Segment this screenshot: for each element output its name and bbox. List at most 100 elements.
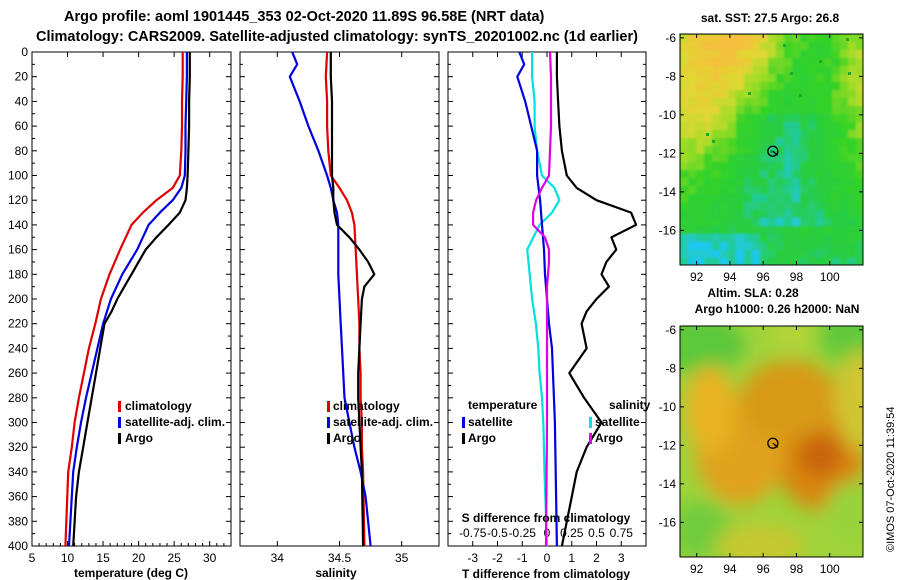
sst-cell [856, 66, 863, 75]
sst-cell [728, 34, 737, 43]
sst-cell [696, 178, 705, 187]
sst-cell [760, 210, 769, 219]
sst-cell [696, 250, 705, 259]
sst-cell [816, 82, 825, 91]
sst-cell [768, 138, 777, 147]
sst-cell [712, 98, 721, 107]
sst-cell [840, 42, 849, 51]
sst-cell [808, 218, 817, 227]
legend-swatch-satellite-adj [327, 417, 330, 428]
sst-cell [768, 162, 777, 171]
sst-cell [688, 138, 697, 147]
sst-cell [840, 106, 849, 115]
sst-cell [856, 194, 863, 203]
sst-cell [784, 130, 793, 139]
sst-cell [800, 114, 809, 123]
y-tick-label: 120 [8, 193, 28, 207]
sst-cell [808, 122, 817, 131]
sst-cell [696, 170, 705, 179]
sst-cell [744, 162, 753, 171]
x-tick-label: 5 [29, 551, 36, 565]
sla-field-blob [740, 360, 840, 440]
sst-cell [680, 58, 689, 67]
sst-cell [824, 250, 833, 259]
lat-tick-label: -14 [659, 185, 677, 199]
sst-cell [856, 82, 863, 91]
sst-cell [736, 90, 745, 99]
sst-cell [680, 218, 689, 227]
sst-cell [728, 90, 737, 99]
sst-cell [680, 98, 689, 107]
sst-cell [776, 178, 785, 187]
y-tick-label: 220 [8, 317, 28, 331]
sst-cell [688, 178, 697, 187]
sst-cell [776, 210, 785, 219]
sst-cell [792, 130, 801, 139]
sst-cell [832, 82, 841, 91]
sst-cell [728, 162, 737, 171]
sst-cell [704, 258, 713, 265]
sst-cell [832, 98, 841, 107]
x-tick-label: 25 [167, 551, 181, 565]
sst-cell [680, 162, 689, 171]
argo-drift-line [772, 442, 779, 448]
sst-cell [760, 250, 769, 259]
sst-cell [800, 242, 809, 251]
sst-cell [712, 90, 721, 99]
sst-cell [848, 114, 857, 123]
sst-cell [752, 154, 761, 163]
x-tick-label: 1 [568, 551, 575, 565]
sst-cell [712, 74, 721, 83]
sst-cell [720, 226, 729, 235]
sst-cell [784, 146, 793, 155]
legend-label-climatology: climatology [333, 399, 400, 413]
sst-cell [744, 210, 753, 219]
sst-cell [784, 74, 793, 83]
sst-cell [688, 114, 697, 123]
sst-speck [846, 38, 849, 41]
sst-cell [776, 242, 785, 251]
sst-cell [816, 250, 825, 259]
sst-cell [688, 194, 697, 203]
sst-cell [744, 114, 753, 123]
sst-cell [824, 98, 833, 107]
sst-cell [832, 146, 841, 155]
sst-cell [824, 82, 833, 91]
sst-cell [784, 202, 793, 211]
sst-cell [856, 202, 863, 211]
sst-cell [808, 154, 817, 163]
sst-cell [800, 202, 809, 211]
sst-cell [696, 66, 705, 75]
sst-cell [736, 170, 745, 179]
sst-cell [832, 138, 841, 147]
sst-cell [832, 202, 841, 211]
sst-cell [824, 258, 833, 265]
sst-cell [752, 114, 761, 123]
sst-cell [712, 58, 721, 67]
sst-cell [704, 162, 713, 171]
sst-cell [848, 82, 857, 91]
sst-cell [776, 82, 785, 91]
sst-cell [776, 58, 785, 67]
sla-heatmap [680, 326, 863, 557]
sst-cell [744, 170, 753, 179]
sst-cell [832, 178, 841, 187]
sst-cell [792, 234, 801, 243]
x-tick-label: 35 [395, 551, 409, 565]
y-tick-label: 280 [8, 391, 28, 405]
sst-cell [680, 122, 689, 131]
sst-cell [736, 194, 745, 203]
sst-cell [720, 178, 729, 187]
sst-cell [792, 242, 801, 251]
sst-cell [696, 202, 705, 211]
imos-credit: ©IMOS 07-Oct-2020 11:39:54 [885, 407, 897, 552]
sst-cell [808, 90, 817, 99]
sst-cell [784, 170, 793, 179]
sst-cell [744, 218, 753, 227]
legend-swatch-t-satellite [462, 417, 465, 428]
sst-cell [752, 146, 761, 155]
sst-cell [744, 34, 753, 43]
sst-cell [744, 106, 753, 115]
sst-cell [704, 138, 713, 147]
sst-cell [744, 50, 753, 59]
